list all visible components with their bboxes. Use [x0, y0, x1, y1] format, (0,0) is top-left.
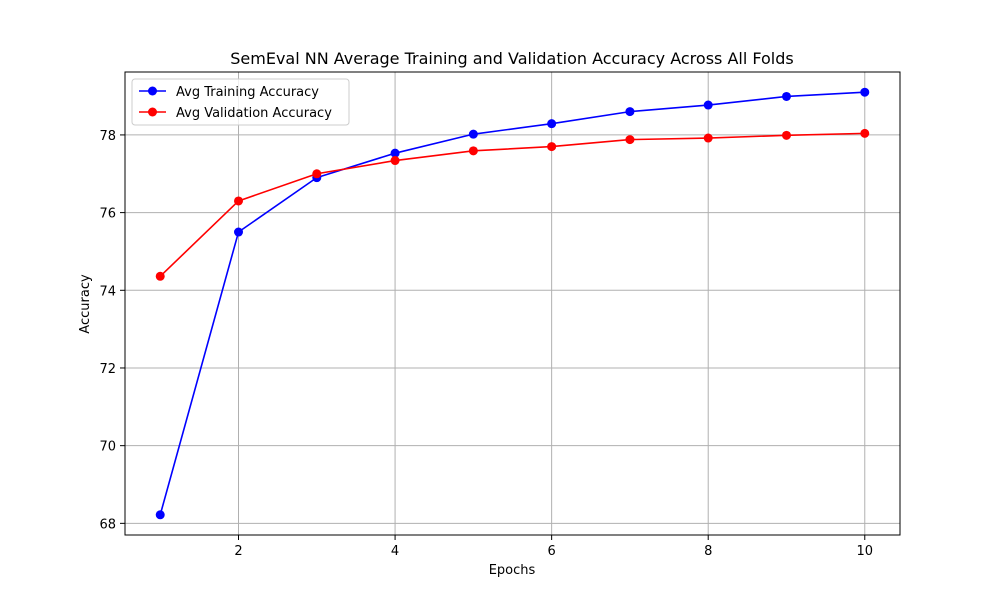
legend-label: Avg Validation Accuracy: [176, 106, 332, 121]
data-point: [703, 133, 713, 143]
data-point: [155, 510, 165, 520]
data-point: [390, 156, 400, 166]
data-point: [390, 148, 400, 158]
legend-marker: [148, 86, 157, 96]
data-point: [547, 142, 557, 152]
data-point: [625, 107, 635, 117]
legend-marker: [148, 107, 157, 117]
legend: Avg Training Accuracy Avg Validation Accu…: [131, 78, 350, 126]
x-tick-label: 10: [856, 544, 873, 559]
chart-title: SemEval NN Average Training and Validati…: [230, 49, 793, 68]
legend-box: [131, 78, 350, 126]
data-point: [781, 91, 791, 101]
data-point: [703, 100, 713, 110]
data-point: [860, 128, 870, 138]
data-series: [155, 87, 870, 520]
data-point: [860, 87, 870, 97]
y-tick-label: 76: [99, 207, 116, 222]
series-1: [155, 87, 870, 520]
data-point: [234, 196, 244, 206]
legend-label: Avg Training Accuracy: [176, 85, 319, 100]
data-point: [468, 129, 478, 139]
data-point: [625, 135, 635, 145]
y-tick-label: 70: [99, 440, 116, 455]
data-point: [547, 119, 557, 129]
x-tick-label: 4: [391, 544, 399, 559]
y-tick-label: 78: [99, 129, 116, 144]
data-point: [312, 169, 322, 179]
series-2: [155, 128, 870, 281]
plot-area-frame: [124, 71, 901, 536]
y-tick-label: 72: [99, 362, 116, 377]
x-axis-label: Epochs: [489, 563, 536, 578]
data-point: [468, 146, 478, 156]
x-tick-label: 2: [234, 544, 242, 559]
x-tick-label: 8: [704, 544, 712, 559]
data-point: [781, 130, 791, 140]
series-line: [159, 91, 865, 516]
data-point: [234, 227, 244, 237]
y-axis-label: Accuracy: [78, 274, 93, 334]
y-tick-label: 68: [99, 517, 116, 532]
data-point: [155, 271, 165, 281]
series-line: [159, 132, 865, 277]
y-tick-label: 74: [99, 284, 116, 299]
x-tick-label: 6: [548, 544, 556, 559]
